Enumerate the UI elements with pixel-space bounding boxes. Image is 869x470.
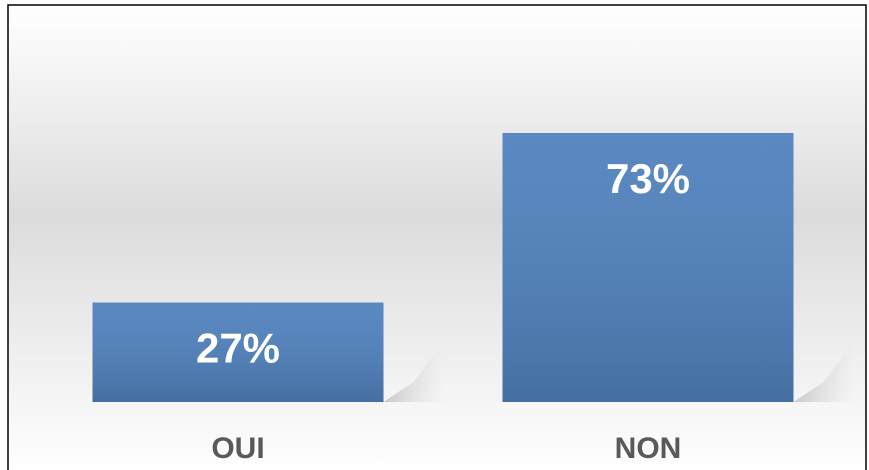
x-tick-label: NON — [615, 432, 682, 465]
value-label: 73% — [606, 155, 690, 202]
bar-shading — [502, 133, 794, 402]
value-label: 27% — [196, 325, 280, 372]
x-tick-label: OUI — [211, 432, 264, 465]
bar-shading — [92, 302, 384, 402]
bar-shadow — [793, 342, 854, 402]
bar-shadow — [383, 342, 444, 402]
